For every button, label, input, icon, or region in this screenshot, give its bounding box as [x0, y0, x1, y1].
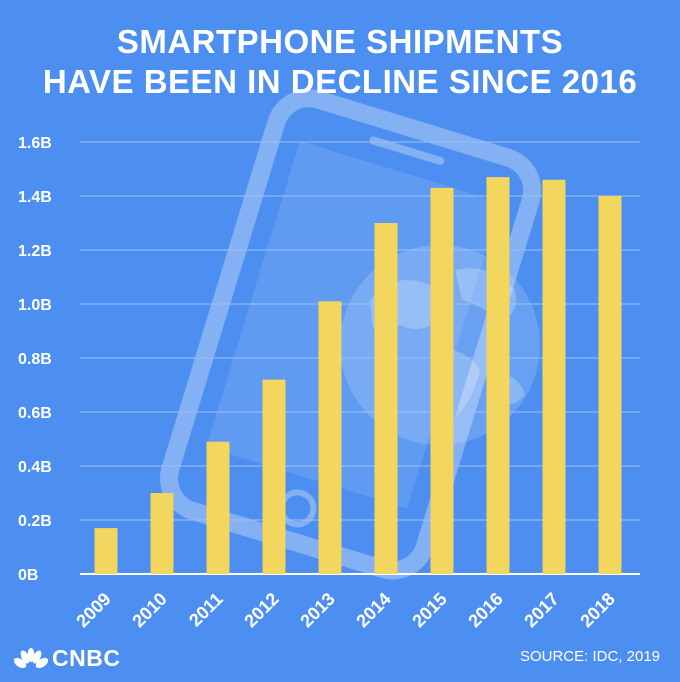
brand-name: CNBC	[52, 645, 121, 671]
y-axis-tick-labels: 0B 0.2B 0.4B 0.6B 0.8B 1.0B 1.2B 1.4B 1.6B	[18, 135, 52, 584]
bar-2014	[374, 223, 398, 574]
bar-2017	[542, 179, 566, 575]
bars	[94, 177, 622, 575]
peacock-icon	[14, 647, 48, 668]
bar-2013	[318, 301, 342, 574]
chart-title: SMARTPHONE SHIPMENTS HAVE BEEN IN DECLIN…	[0, 22, 680, 102]
bar-2010	[150, 493, 174, 574]
x-tick-label: 2010	[128, 589, 170, 631]
y-tick-label: 0B	[18, 567, 38, 584]
x-tick-label: 2017	[520, 589, 562, 631]
bar-2016	[486, 177, 510, 574]
source-note: SOURCE: IDC, 2019	[519, 648, 660, 665]
cnbc-logo: CNBC	[14, 645, 120, 672]
x-tick-label: 2013	[296, 589, 338, 631]
x-tick-label: 2009	[72, 589, 114, 631]
y-tick-label: 1.4B	[18, 189, 52, 206]
bar-2012	[262, 379, 286, 574]
y-tick-label: 0.8B	[18, 351, 52, 368]
bar-2018	[598, 196, 622, 574]
y-tick-label: 0.2B	[18, 513, 52, 530]
chart-title-line-2: HAVE BEEN IN DECLINE SINCE 2016	[42, 63, 638, 100]
x-tick-label: 2014	[352, 589, 394, 631]
y-tick-label: 0.4B	[18, 459, 52, 476]
bar-2009	[94, 528, 118, 574]
x-tick-label: 2012	[240, 589, 282, 631]
x-tick-label: 2016	[464, 589, 506, 631]
bar-2015	[430, 187, 454, 574]
chart-title-line-1: SMARTPHONE SHIPMENTS	[116, 23, 564, 60]
bar-2011	[206, 441, 230, 574]
y-tick-label: 0.6B	[18, 405, 52, 422]
x-axis-tick-labels: 2009 2010 2011 2012 2013 2014 2015 2016 2017 2018	[72, 589, 618, 631]
y-tick-label: 1.0B	[18, 297, 52, 314]
y-tick-label: 1.6B	[18, 135, 52, 152]
x-tick-label: 2011	[185, 589, 227, 631]
y-tick-label: 1.2B	[18, 243, 52, 260]
x-tick-label: 2015	[408, 589, 450, 631]
x-tick-label: 2018	[576, 589, 618, 631]
